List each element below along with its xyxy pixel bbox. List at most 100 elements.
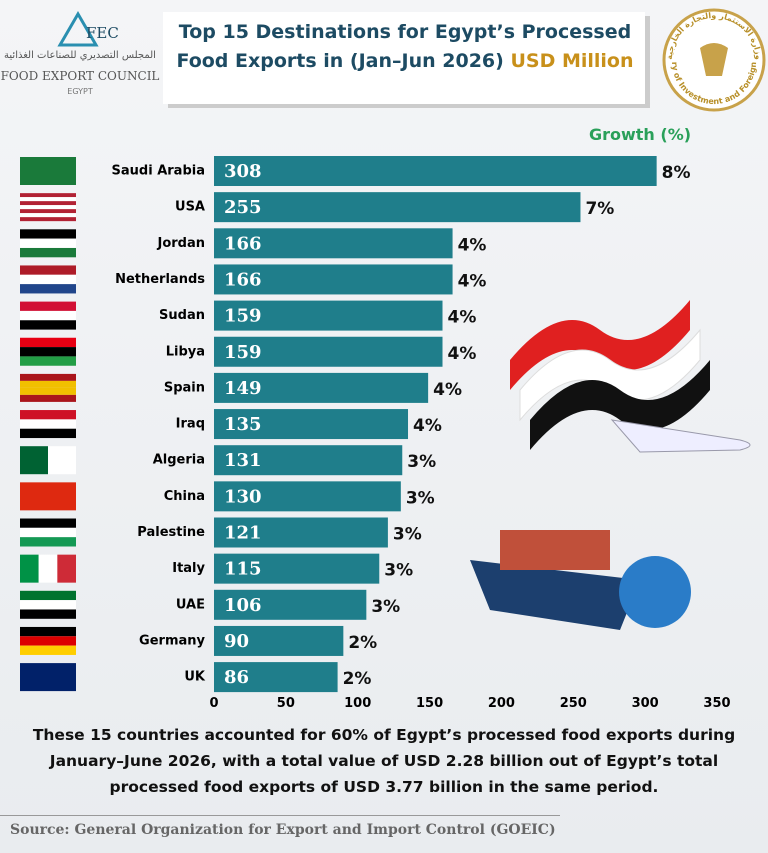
flag-stripe: [20, 209, 76, 214]
value-label: 86: [224, 667, 249, 688]
deco-plane: [610, 419, 751, 453]
deco-containers: [500, 530, 610, 570]
bar: [214, 300, 443, 331]
flag-stripe: [20, 193, 76, 198]
flag-stripe: [20, 554, 39, 583]
flag-stripe: [20, 310, 76, 321]
source: Source: General Organization for Export …: [10, 822, 556, 838]
logo-name: FOOD EXPORT COUNCIL: [1, 69, 160, 83]
growth-label: 4%: [433, 380, 462, 400]
note: These 15 countries accounted for 60% of …: [32, 726, 736, 796]
value-label: 131: [224, 450, 262, 471]
flag-stripe: [20, 663, 76, 692]
flag-stripe: [48, 446, 76, 475]
flag-stripe: [20, 356, 76, 366]
bar: [214, 553, 380, 584]
y-tick-label: China: [164, 489, 205, 504]
value-label: 166: [224, 269, 262, 290]
bar: [214, 517, 388, 548]
y-tick-label: Jordan: [156, 236, 205, 251]
flag-stripe: [20, 626, 76, 637]
value-label: 121: [224, 523, 262, 544]
bar: [214, 228, 453, 259]
growth-label: 3%: [393, 525, 422, 545]
value-label: 308: [224, 161, 262, 182]
flag-stripe: [20, 380, 76, 388]
x-tick-label: 300: [632, 696, 659, 711]
value-label: 130: [224, 486, 262, 507]
flag-stripe: [20, 645, 76, 655]
growth-label: 3%: [406, 488, 435, 508]
bar: [214, 156, 657, 186]
value-label: 159: [224, 342, 262, 363]
y-tick-label: Palestine: [137, 525, 205, 540]
x-tick-label: 350: [703, 696, 730, 711]
flag-stripe: [20, 394, 76, 402]
x-tick-label: 0: [209, 696, 218, 711]
deco-flag-red: [510, 300, 690, 390]
flag-stripe: [20, 238, 76, 248]
value-label: 166: [224, 233, 262, 254]
ministry-eagle: [700, 43, 728, 76]
logo-mark: [57, 11, 99, 47]
growth-label: 4%: [458, 235, 487, 255]
flag-stripe: [20, 428, 76, 439]
growth-label: 4%: [413, 416, 442, 436]
chart-title: Top 15 Destinations for Egypt’s Processe…: [170, 18, 640, 76]
flag-stripe: [20, 213, 76, 218]
flag-stripe: [20, 518, 76, 528]
flag-stripe: [20, 320, 76, 330]
logo-arabic: المجلس التصديري للصناعات الغذائية: [4, 50, 156, 61]
flag-stripe: [20, 229, 76, 239]
y-tick-label: Saudi Arabia: [112, 164, 205, 179]
flag-stripe: [20, 197, 76, 202]
bar: [214, 372, 429, 403]
flag-stripe: [20, 247, 76, 258]
bar: [214, 445, 403, 476]
bar: [214, 589, 367, 620]
x-tick-label: 150: [416, 696, 443, 711]
flag-stripe: [20, 387, 76, 395]
title-text: Top 15 Destinations for Egypt’s Processe…: [176, 21, 632, 72]
growth-label: 4%: [448, 308, 477, 328]
value-label: 106: [224, 595, 262, 616]
value-label: 149: [224, 378, 262, 399]
bar: [214, 264, 453, 295]
deco-flag-black: [530, 360, 710, 450]
growth-label: 3%: [384, 561, 413, 581]
flag-stripe: [20, 284, 76, 294]
flag-stripe: [20, 373, 76, 381]
title-box: [163, 12, 645, 104]
growth-label: 2%: [343, 669, 372, 689]
deco-globe: [619, 556, 691, 628]
x-tick-label: 100: [344, 696, 371, 711]
y-tick-label: Spain: [164, 380, 205, 395]
y-tick-label: USA: [175, 200, 205, 215]
bar: [214, 625, 344, 656]
flag-stripe: [38, 554, 58, 583]
growth-label: 4%: [458, 271, 487, 291]
y-tick-label: Iraq: [176, 417, 205, 432]
value-label: 255: [224, 197, 262, 218]
flag-stripe: [20, 337, 76, 348]
y-tick-label: Netherlands: [115, 272, 205, 287]
bar: [214, 662, 338, 693]
growth-header: Growth (%): [589, 125, 691, 144]
title-unit: USD Million: [510, 50, 634, 72]
growth-label: 7%: [585, 199, 614, 219]
flag-stripe: [20, 527, 76, 538]
flag-stripe: [57, 554, 76, 583]
logo-abbr: FEC: [86, 24, 119, 42]
value-label: 115: [224, 559, 262, 580]
y-tick-label: Germany: [139, 633, 205, 648]
value-label: 135: [224, 414, 262, 435]
growth-label: 3%: [371, 597, 400, 617]
y-tick-label: Algeria: [153, 453, 205, 468]
flag-stripe: [20, 410, 76, 420]
growth-label: 4%: [448, 344, 477, 364]
flag-stripe: [20, 482, 76, 511]
bar: [214, 409, 409, 440]
x-tick-label: 50: [277, 696, 295, 711]
y-tick-label: UK: [184, 670, 206, 685]
